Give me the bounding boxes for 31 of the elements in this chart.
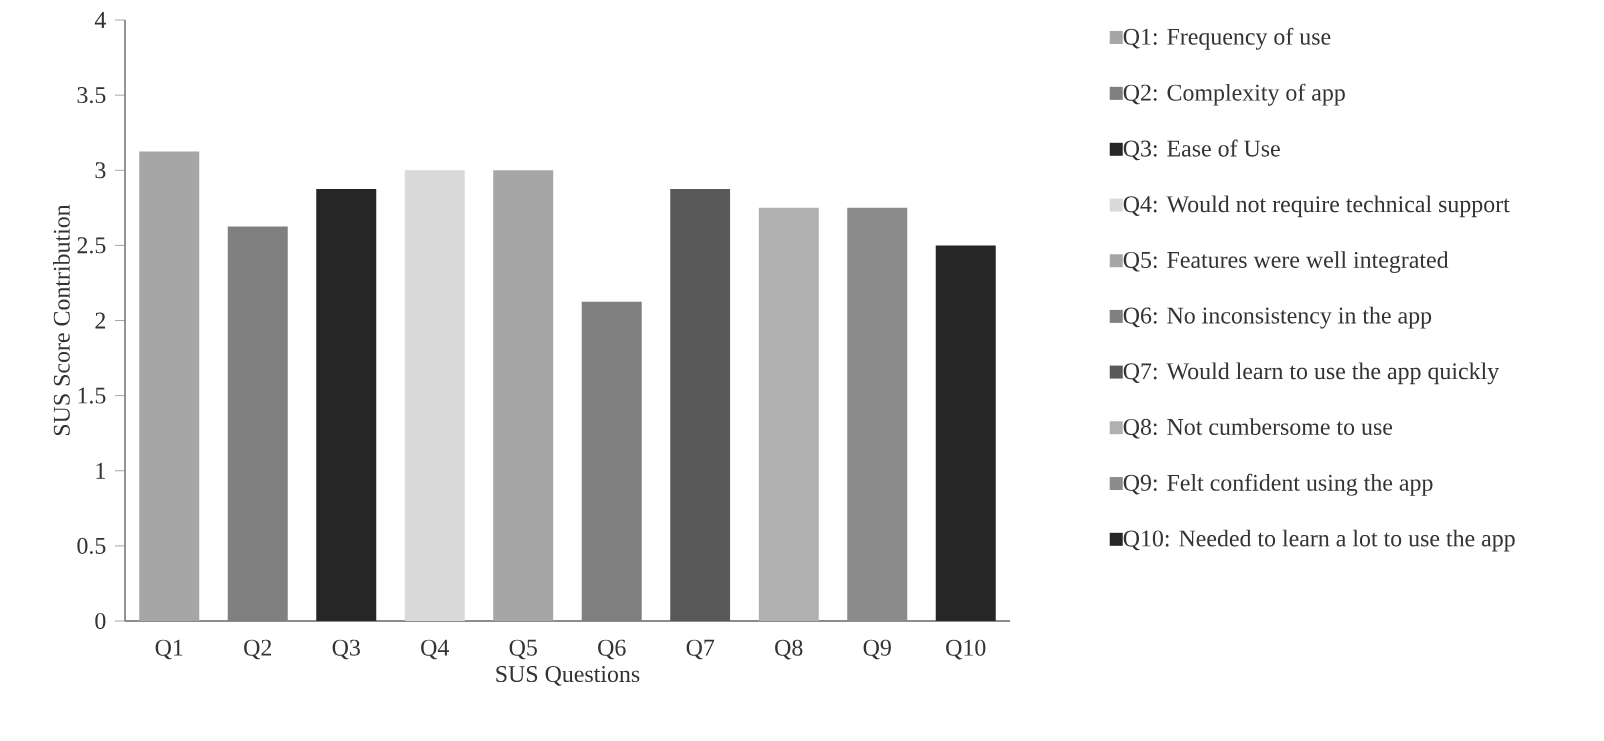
y-tick-label: 3 (95, 162, 106, 179)
legend-label: Q3: Ease of Use (1123, 139, 1280, 161)
legend-label: Q2: Complexity of app (1123, 83, 1345, 106)
x-axis-title: SUS Questions (496, 666, 640, 686)
x-tick-label: Q7 (686, 639, 715, 660)
legend-label: Q1: Frequency of use (1123, 27, 1331, 50)
x-tick-label: Q4 (421, 639, 449, 660)
y-tick-label: 1 (96, 462, 105, 479)
x-tick-label: Q1 (155, 639, 183, 660)
legend-label: Q7: Would learn to use the app quickly (1123, 362, 1500, 385)
y-axis-title: SUS Score Contribution (53, 204, 70, 436)
legend-label: Q5: Features were well integrated (1123, 251, 1449, 273)
x-tick-label: Q3 (332, 639, 360, 660)
legend-label: Q6: No inconsistency in the app (1123, 306, 1432, 329)
x-tick-label: Q10 (946, 639, 986, 660)
y-tick-label: 4 (94, 12, 106, 28)
y-tick-label: 2.5 (77, 237, 106, 254)
x-tick-label: Q2 (244, 639, 272, 660)
legend-label: Q9: Felt confident using the app (1123, 473, 1433, 496)
y-tick-label: 2 (95, 312, 106, 329)
x-tick-label: Q8 (775, 639, 803, 660)
y-tick-label: 3.5 (77, 87, 106, 104)
y-tick-label: 0 (95, 612, 106, 630)
x-tick-label: Q9 (863, 639, 891, 660)
x-tick-label: Q6 (598, 639, 626, 660)
legend-label: Q10: Needed to learn a lot to use the app (1123, 529, 1515, 552)
y-tick-label: 0.5 (77, 537, 106, 554)
legend-label: Q4: Would not require technical support (1123, 195, 1510, 218)
legend-label: Q8: Not cumbersome to use (1123, 418, 1393, 439)
x-tick-label: Q5 (509, 639, 537, 660)
y-tick-label: 1.5 (78, 387, 106, 404)
